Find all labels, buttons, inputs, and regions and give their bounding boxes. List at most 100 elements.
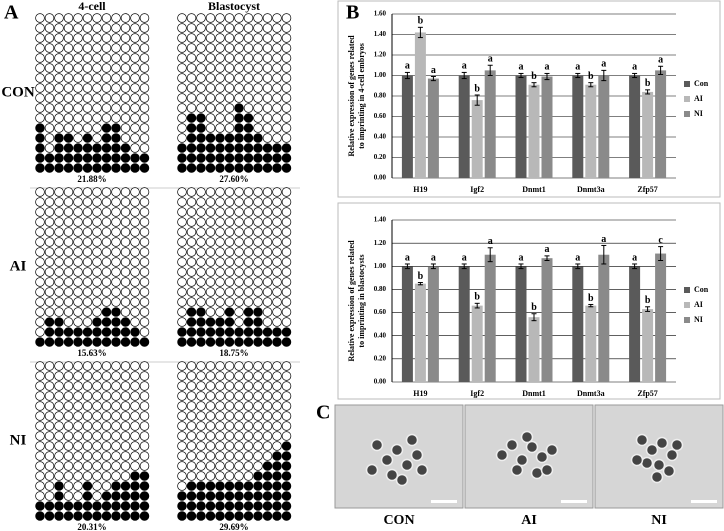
cpg-site [120, 277, 131, 287]
cpg-site [44, 123, 55, 133]
cpg-site [196, 297, 206, 307]
cpg-site [139, 361, 150, 371]
cpg-site [253, 491, 263, 501]
cpg-site [234, 247, 244, 257]
cpg-site [111, 511, 121, 521]
micrograph [464, 404, 594, 509]
cpg-site [253, 501, 263, 511]
embryo [665, 448, 679, 462]
embryo [410, 448, 424, 462]
cpg-site [243, 53, 254, 63]
cpg-site [253, 163, 263, 173]
y-tick-label: 1.00 [374, 262, 387, 270]
cpg-site [243, 113, 254, 123]
cpg-site [272, 371, 282, 381]
cpg-site [63, 237, 74, 247]
error-bar [474, 94, 480, 106]
cpg-site [177, 133, 187, 143]
cpg-site [101, 361, 112, 371]
scale-bar [431, 500, 457, 503]
cpg-site [111, 133, 121, 143]
cpg-site [130, 207, 140, 217]
cpg-site [73, 247, 83, 257]
cpg-site [281, 207, 292, 217]
cpg-site [54, 227, 64, 237]
cpg-site [120, 461, 131, 471]
cpg-site [281, 391, 292, 401]
cpg-site [120, 23, 131, 33]
methylation-column [82, 13, 93, 173]
cpg-site [139, 43, 150, 53]
cpg-site [73, 411, 83, 421]
cpg-site [139, 103, 150, 113]
cpg-site [224, 197, 235, 207]
cpg-site [111, 63, 121, 73]
cpg-site [101, 401, 112, 411]
cpg-site [177, 83, 187, 93]
cpg-site [253, 337, 263, 347]
cpg-site [196, 163, 206, 173]
panel-letter: B [346, 2, 359, 24]
cpg-site [186, 451, 197, 461]
cpg-site [111, 187, 121, 197]
cpg-site [224, 13, 235, 23]
cpg-site [205, 123, 216, 133]
cpg-site [186, 103, 197, 113]
cpg-site [186, 317, 197, 327]
cpg-site [253, 237, 263, 247]
cpg-site [54, 511, 64, 521]
y-tick-label: 0.40 [374, 133, 387, 141]
cpg-site [262, 307, 273, 317]
cpg-site [262, 83, 273, 93]
cpg-site [281, 247, 292, 257]
cpg-site [101, 123, 112, 133]
methylation-column [111, 13, 121, 173]
cpg-site [92, 197, 102, 207]
cpg-site [243, 421, 254, 431]
cpg-site [73, 371, 83, 381]
cpg-site [224, 441, 235, 451]
cpg-site [130, 327, 140, 337]
methylation-column [44, 13, 55, 173]
cpg-site [120, 123, 131, 133]
methylation-column [82, 361, 93, 521]
significance-letter: a [462, 61, 467, 72]
cpg-site [186, 247, 197, 257]
cpg-site [92, 163, 102, 173]
cpg-site [253, 23, 263, 33]
cpg-site [101, 187, 112, 197]
cpg-site [243, 441, 254, 451]
cpg-site [44, 133, 55, 143]
cpg-site [196, 143, 206, 153]
embryo [652, 458, 666, 472]
cpg-site [243, 317, 254, 327]
cpg-site [120, 153, 131, 163]
cpg-site [234, 401, 244, 411]
cpg-site [253, 461, 263, 471]
y-axis-label: Relative expression of genes related [347, 240, 356, 362]
bar [572, 266, 584, 382]
cpg-site [101, 83, 112, 93]
cpg-site [92, 73, 102, 83]
chart-frame [337, 0, 721, 198]
cpg-site [63, 83, 74, 93]
bar [655, 253, 667, 382]
cpg-site [205, 401, 216, 411]
cpg-site [253, 411, 263, 421]
cpg-site [272, 277, 282, 287]
cpg-site [44, 153, 55, 163]
cpg-site [177, 461, 187, 471]
cpg-site [120, 491, 131, 501]
cpg-site [139, 501, 150, 511]
cpg-site [101, 441, 112, 451]
cpg-site [130, 103, 140, 113]
cpg-site [35, 53, 45, 63]
cpg-site [186, 361, 197, 371]
x-tick-label: Igf2 [470, 389, 484, 398]
methylation-column [35, 361, 45, 521]
cpg-site [272, 113, 282, 123]
chart-frame [337, 202, 721, 400]
cpg-site [73, 461, 83, 471]
cpg-site [186, 381, 197, 391]
cpg-site [92, 103, 102, 113]
